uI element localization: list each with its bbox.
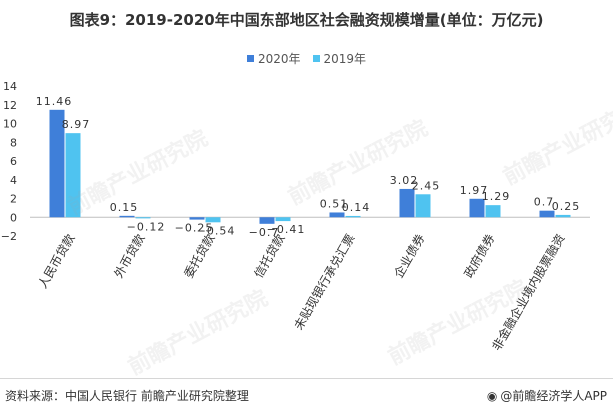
y-tick-label: 8 (10, 136, 17, 149)
legend-label-2019: 2019年 (323, 52, 367, 66)
data-label-2020: 1.97 (460, 184, 489, 197)
bar-2020 (399, 188, 415, 218)
y-tick-label: 0 (10, 211, 17, 224)
source-note: 资料来源：中国人民银行 前瞻产业研究院整理 (5, 389, 249, 403)
bar-2019 (415, 194, 431, 218)
bar-2019 (275, 217, 291, 222)
y-tick-label: −2 (1, 230, 17, 243)
legend: 2020年 2019年 (0, 50, 613, 67)
data-label-2019: −0.41 (267, 223, 306, 236)
category-label: 委托贷款 (181, 232, 217, 281)
owl-logo-icon: ◉ (486, 388, 498, 403)
legend-label-2020: 2020年 (257, 52, 301, 66)
y-tick-label: 14 (3, 80, 17, 93)
chart-title: 图表9：2019-2020年中国东部地区社会融资规模增量(单位：万亿元) (69, 11, 544, 29)
data-label-2020: −0.25 (175, 222, 214, 235)
legend-swatch-2020 (246, 55, 254, 62)
bar-2020 (329, 212, 345, 218)
y-tick-label: 4 (10, 174, 17, 187)
data-label-2019: −0.54 (197, 224, 236, 237)
data-label-2019: −0.12 (127, 220, 166, 233)
data-label-2019: 0.14 (342, 201, 371, 214)
data-label-2020: 3.02 (390, 174, 419, 187)
bar-2019 (135, 217, 151, 219)
data-label-2020: −0.7 (249, 226, 280, 239)
bar-2019 (205, 217, 221, 223)
category-label: 人民币贷款 (35, 232, 77, 291)
category-label: 信托贷款 (251, 232, 287, 281)
category-label: 非金融企业境内股票融资 (489, 231, 568, 353)
brand-text: @前瞻经济学人APP (500, 389, 607, 403)
bar-2020 (259, 217, 275, 224)
bar-chart: −2 0 2 4 6 8 10 12 14 11.46 8.97 人民币贷款 0.15 −0.12外币贷款… (1, 80, 590, 353)
y-tick-label: 10 (3, 118, 17, 131)
legend-item-2020: 2020年 (246, 50, 301, 67)
brand: ◉ @前瞻经济学人APP (487, 387, 607, 404)
bar-2019 (555, 214, 571, 218)
category-label: 外币贷款 (111, 232, 147, 281)
y-tick-label: 12 (3, 99, 17, 112)
data-label-2020: 0.7 (534, 196, 555, 209)
bar-2020 (189, 217, 205, 220)
bar-2020 (539, 210, 555, 218)
data-label-2019: 8.97 (62, 118, 91, 131)
legend-item-2019: 2019年 (312, 50, 367, 67)
footer-divider (0, 378, 613, 379)
data-label-2020: 0.15 (110, 201, 139, 214)
bar-2020 (119, 215, 135, 218)
bar-2020 (49, 109, 65, 218)
data-label-2020: 11.46 (36, 95, 73, 108)
category-label: 政府债券 (461, 231, 498, 280)
bar-2019 (485, 205, 501, 218)
bar-2020 (469, 198, 485, 218)
data-label-2019: 0.25 (552, 200, 581, 213)
legend-swatch-2019 (312, 55, 320, 62)
category-label: 未贴现银行承兑汇票 (291, 232, 357, 333)
y-tick-label: 2 (10, 193, 17, 206)
data-label-2019: 1.29 (482, 190, 511, 203)
data-label-2020: 0.51 (320, 197, 349, 210)
data-label-2019: 2.45 (412, 179, 441, 192)
bar-2019 (345, 215, 361, 218)
category-label: 企业债券 (391, 231, 428, 280)
bar-2019 (65, 133, 81, 218)
y-tick-label: 6 (10, 155, 17, 168)
